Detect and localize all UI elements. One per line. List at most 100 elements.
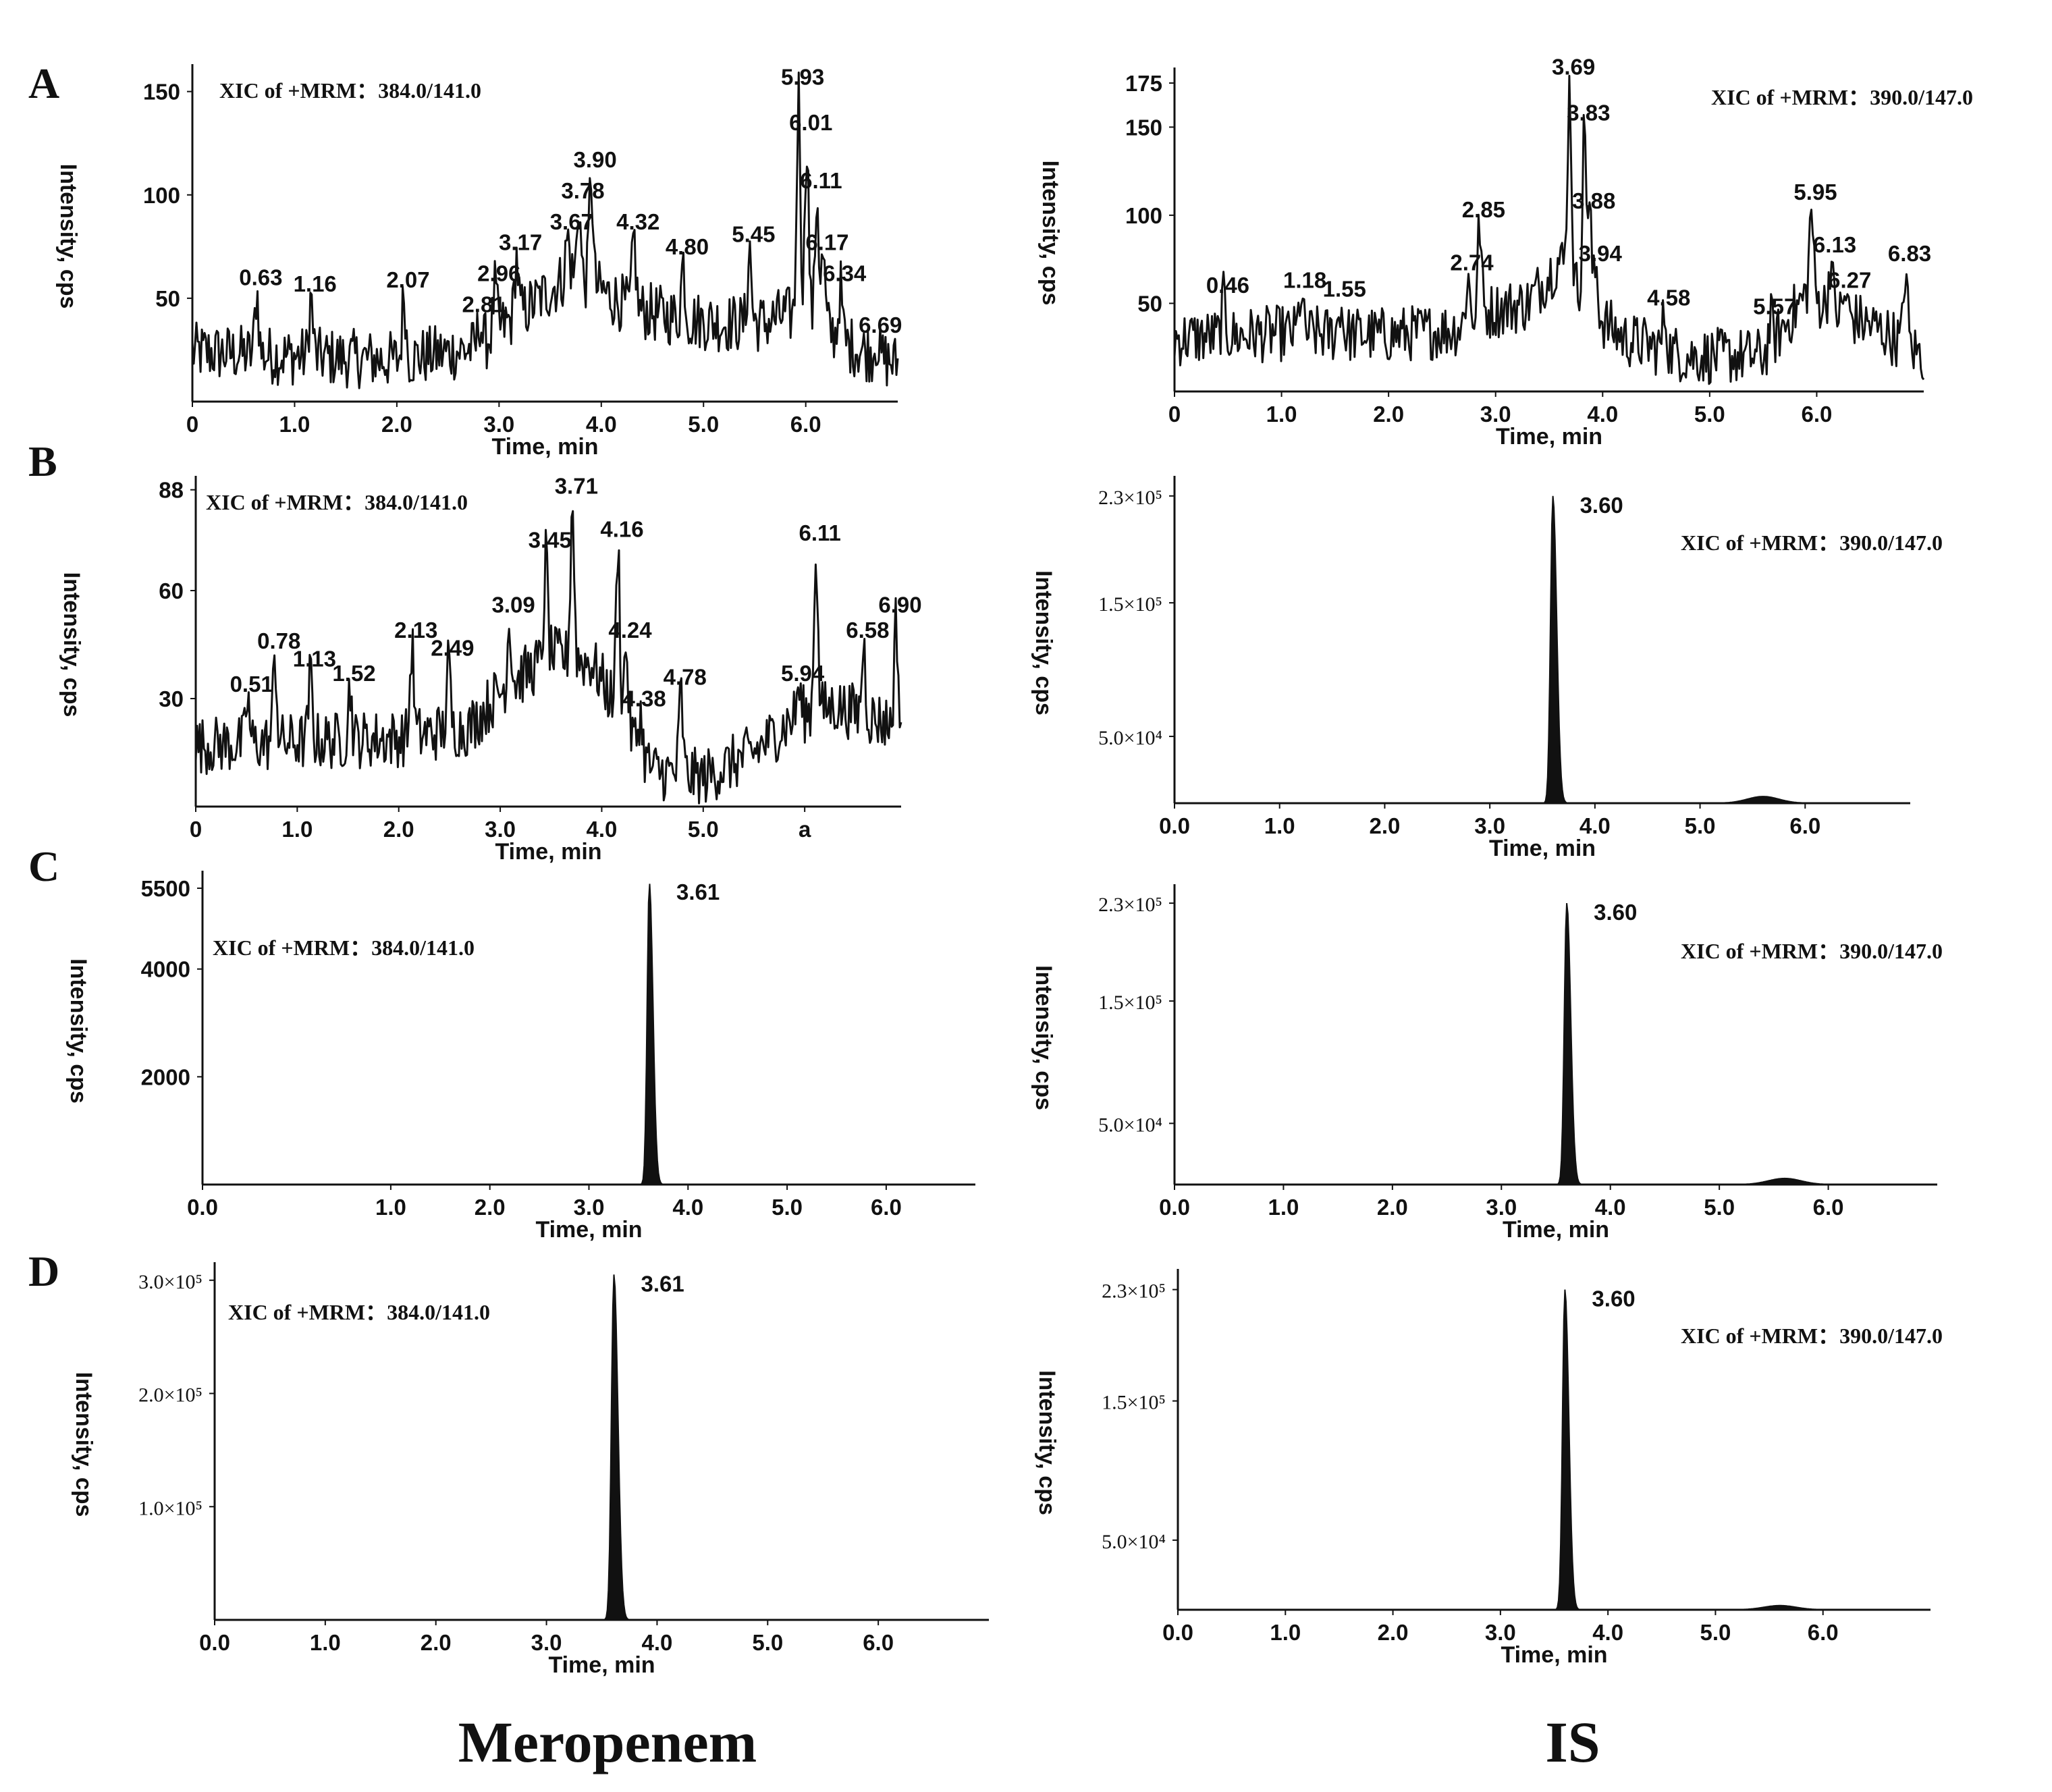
peak-label: 3.45 xyxy=(529,528,572,553)
x-tick-label: 1.0 xyxy=(279,412,310,437)
x-tick-label: 1.0 xyxy=(310,1630,341,1655)
x-tick-label: 5.0 xyxy=(688,817,719,842)
peak-label: 0.63 xyxy=(239,265,282,290)
y-tick-label: 100 xyxy=(1125,203,1162,228)
peak-label: 3.90 xyxy=(574,147,617,172)
x-tick-label: 5.0 xyxy=(1694,402,1725,427)
y-tick-label: 60 xyxy=(159,578,184,603)
x-tick-label: 3.0 xyxy=(1485,1620,1516,1645)
x-tick-label: 2.0 xyxy=(381,412,412,437)
peak-label: 0.46 xyxy=(1206,273,1249,298)
x-axis-title: Time, min xyxy=(1489,836,1596,861)
x-tick-label: a xyxy=(799,817,811,842)
y-tick-label: 150 xyxy=(1125,115,1162,140)
peak-label: 3.61 xyxy=(676,879,720,904)
y-tick-label: 5.0×10⁴ xyxy=(1098,727,1162,749)
peak-label: 5.93 xyxy=(781,65,824,90)
peak-label: 2.74 xyxy=(1450,250,1494,275)
y-tick-label: 100 xyxy=(143,183,180,208)
x-axis-title: Time, min xyxy=(1503,1217,1609,1243)
chromatogram-peak xyxy=(1174,495,1910,804)
x-tick-label: 5.0 xyxy=(1704,1195,1735,1220)
panel-letter-A: A xyxy=(28,59,59,107)
peak-label: 4.32 xyxy=(616,209,659,234)
y-tick-label: 30 xyxy=(159,686,184,711)
x-tick-label: 6.0 xyxy=(871,1195,902,1220)
panel-letter-C: C xyxy=(28,842,59,890)
peak-label: 1.13 xyxy=(293,647,336,672)
x-tick-label: 6.0 xyxy=(1801,402,1832,427)
panel-letter-B: B xyxy=(28,437,57,485)
x-tick-label: 3.0 xyxy=(1474,813,1505,838)
peak-label: 6.11 xyxy=(799,520,840,545)
peak-label: 3.83 xyxy=(1567,100,1610,125)
peak-label: 3.60 xyxy=(1580,493,1623,518)
y-axis-title: Intensity, cps xyxy=(1031,965,1056,1110)
x-tick-label: 3.0 xyxy=(483,412,514,437)
chromatogram-peak xyxy=(1178,1289,1931,1610)
peak-label: 4.80 xyxy=(666,234,709,259)
peak-label: 3.94 xyxy=(1579,241,1623,266)
y-tick-label: 175 xyxy=(1125,71,1162,96)
x-axis-title: Time, min xyxy=(1496,424,1602,450)
xic-transition-label: XIC of +MRM：390.0/147.0 xyxy=(1681,939,1943,963)
peak-label: 4.58 xyxy=(1647,286,1690,310)
x-tick-label: 2.0 xyxy=(421,1630,452,1655)
x-tick-label: 2.0 xyxy=(475,1195,506,1220)
x-tick-label: 1.0 xyxy=(1268,1195,1299,1220)
x-axis-title: Time, min xyxy=(535,1217,642,1243)
y-axis-title: Intensity, cps xyxy=(1037,161,1063,306)
y-axis-title: Intensity, cps xyxy=(55,164,81,309)
x-tick-label: 4.0 xyxy=(1580,813,1611,838)
x-tick-label: 3.0 xyxy=(1486,1195,1517,1220)
x-axis-title: Time, min xyxy=(548,1652,655,1678)
x-tick-label: 6.0 xyxy=(1789,813,1820,838)
xic-transition-label: XIC of +MRM：384.0/141.0 xyxy=(206,490,468,514)
peak-label: 2.85 xyxy=(1462,197,1505,222)
y-tick-label: 3.0×10⁵ xyxy=(138,1271,202,1293)
x-tick-label: 1.0 xyxy=(281,817,313,842)
y-tick-label: 1.5×10⁵ xyxy=(1098,593,1162,616)
chart-A-meropenem: A 0 1.0 2.0 3.0 4.0 5.0 6.0 50 100 150 Time, min Int… xyxy=(28,59,902,460)
footer-label-meropenem: Meropenem xyxy=(458,1710,757,1774)
y-axis-title: Intensity, cps xyxy=(65,958,91,1104)
peak-label: 3.60 xyxy=(1592,1286,1635,1311)
chart-A-is: 0 1.0 2.0 3.0 4.0 5.0 6.0 50 100 150 175 Time, min I… xyxy=(1037,54,1973,450)
peak-label: 5.94 xyxy=(781,661,825,686)
x-tick-label: 1.0 xyxy=(1266,402,1297,427)
chromatogram-trace xyxy=(1173,74,1925,385)
y-tick-label: 50 xyxy=(155,286,180,311)
peak-label: 3.88 xyxy=(1572,188,1615,213)
xic-transition-label: XIC of +MRM：390.0/147.0 xyxy=(1681,1324,1943,1348)
y-tick-label: 88 xyxy=(159,478,184,503)
peak-label: 3.61 xyxy=(641,1271,684,1296)
xic-transition-label: XIC of +MRM：390.0/147.0 xyxy=(1711,85,1973,109)
peak-label: 5.95 xyxy=(1793,180,1837,205)
xic-transition-label: XIC of +MRM：390.0/147.0 xyxy=(1681,531,1943,555)
peak-label: 3.67 xyxy=(550,209,593,234)
y-axis-title: Intensity, cps xyxy=(59,572,84,717)
x-tick-label: 4.0 xyxy=(1587,402,1618,427)
y-tick-label: 5500 xyxy=(141,876,190,901)
x-tick-label: 0.0 xyxy=(199,1630,230,1655)
peak-label: 6.69 xyxy=(859,313,902,337)
peak-label: 2.49 xyxy=(431,636,474,661)
y-tick-label: 4000 xyxy=(141,957,190,982)
peak-label: 1.52 xyxy=(332,661,375,686)
x-tick-label: 2.0 xyxy=(1369,813,1400,838)
xic-transition-label: XIC of +MRM：384.0/141.0 xyxy=(228,1300,490,1324)
chromatogram-peak xyxy=(202,884,975,1185)
y-tick-label: 5.0×10⁴ xyxy=(1098,1114,1162,1136)
y-tick-label: 2.3×10⁵ xyxy=(1098,894,1162,916)
x-tick-label: 5.0 xyxy=(1685,813,1716,838)
x-tick-label: 1.0 xyxy=(1264,813,1295,838)
xic-transition-label: XIC of +MRM：384.0/141.0 xyxy=(219,78,481,103)
xic-transition-label: XIC of +MRM：384.0/141.0 xyxy=(213,935,475,960)
footer-label-is: IS xyxy=(1545,1710,1600,1774)
y-tick-label: 2.0×10⁵ xyxy=(138,1384,202,1407)
x-axis-title: Time, min xyxy=(1501,1642,1607,1668)
peak-label: 3.78 xyxy=(561,178,604,203)
peak-label: 6.17 xyxy=(805,230,848,255)
peak-label: 2.96 xyxy=(477,261,520,286)
y-tick-label: 5.0×10⁴ xyxy=(1102,1531,1166,1553)
